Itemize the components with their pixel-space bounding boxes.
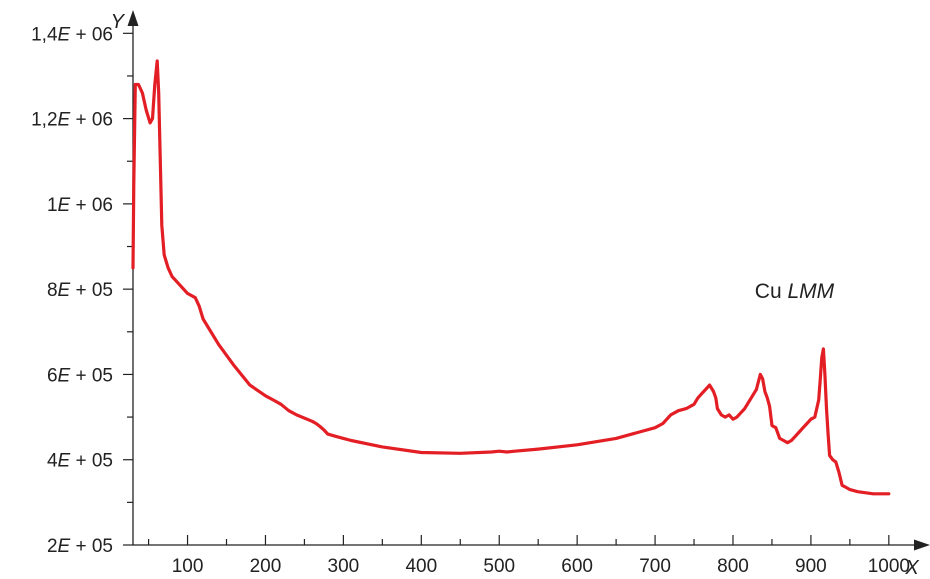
annotation-transition: LMM bbox=[787, 280, 834, 303]
x-tick-label: 400 bbox=[405, 556, 437, 577]
x-axis-arrow bbox=[914, 539, 930, 551]
x-tick-label: 300 bbox=[328, 556, 360, 577]
spectrum-line bbox=[131, 59, 891, 496]
y-axis-title: Y bbox=[111, 11, 126, 33]
y-ticks: 2E + 05 4E + 05 6E + 05 8E + 05 1E + 06 1,2E … bbox=[31, 24, 133, 557]
x-tick-label: 1000 bbox=[868, 556, 910, 577]
x-tick-label: 900 bbox=[795, 556, 827, 577]
x-tick-label: 700 bbox=[639, 556, 671, 577]
y-tick-label: 8E + 05 bbox=[47, 280, 113, 301]
x-tick-label: 800 bbox=[717, 556, 749, 577]
y-tick-label: 6E + 05 bbox=[47, 365, 113, 386]
axes: X Y bbox=[111, 10, 930, 579]
y-tick-label: 1,4E + 06 bbox=[31, 24, 113, 45]
x-tick-label: 600 bbox=[561, 556, 593, 577]
y-axis-arrow bbox=[127, 10, 139, 26]
x-tick-label: 500 bbox=[483, 556, 515, 577]
y-tick-label: 1,2E + 06 bbox=[31, 110, 113, 131]
y-tick-label: 4E + 05 bbox=[47, 451, 113, 472]
y-tick-label: 1E + 06 bbox=[47, 195, 113, 216]
y-tick-label: 2E + 05 bbox=[47, 536, 113, 557]
x-axis-title: X bbox=[904, 557, 919, 579]
x-tick-label: 200 bbox=[250, 556, 282, 577]
annotation-cu-lmm: Cu LMM bbox=[755, 280, 835, 303]
x-tick-label: 100 bbox=[172, 556, 204, 577]
annotation-element: Cu bbox=[755, 280, 788, 303]
x-ticks: 100 200 300 400 500 600 700 800 900 1000 bbox=[147, 535, 910, 577]
plot-area bbox=[131, 59, 891, 496]
